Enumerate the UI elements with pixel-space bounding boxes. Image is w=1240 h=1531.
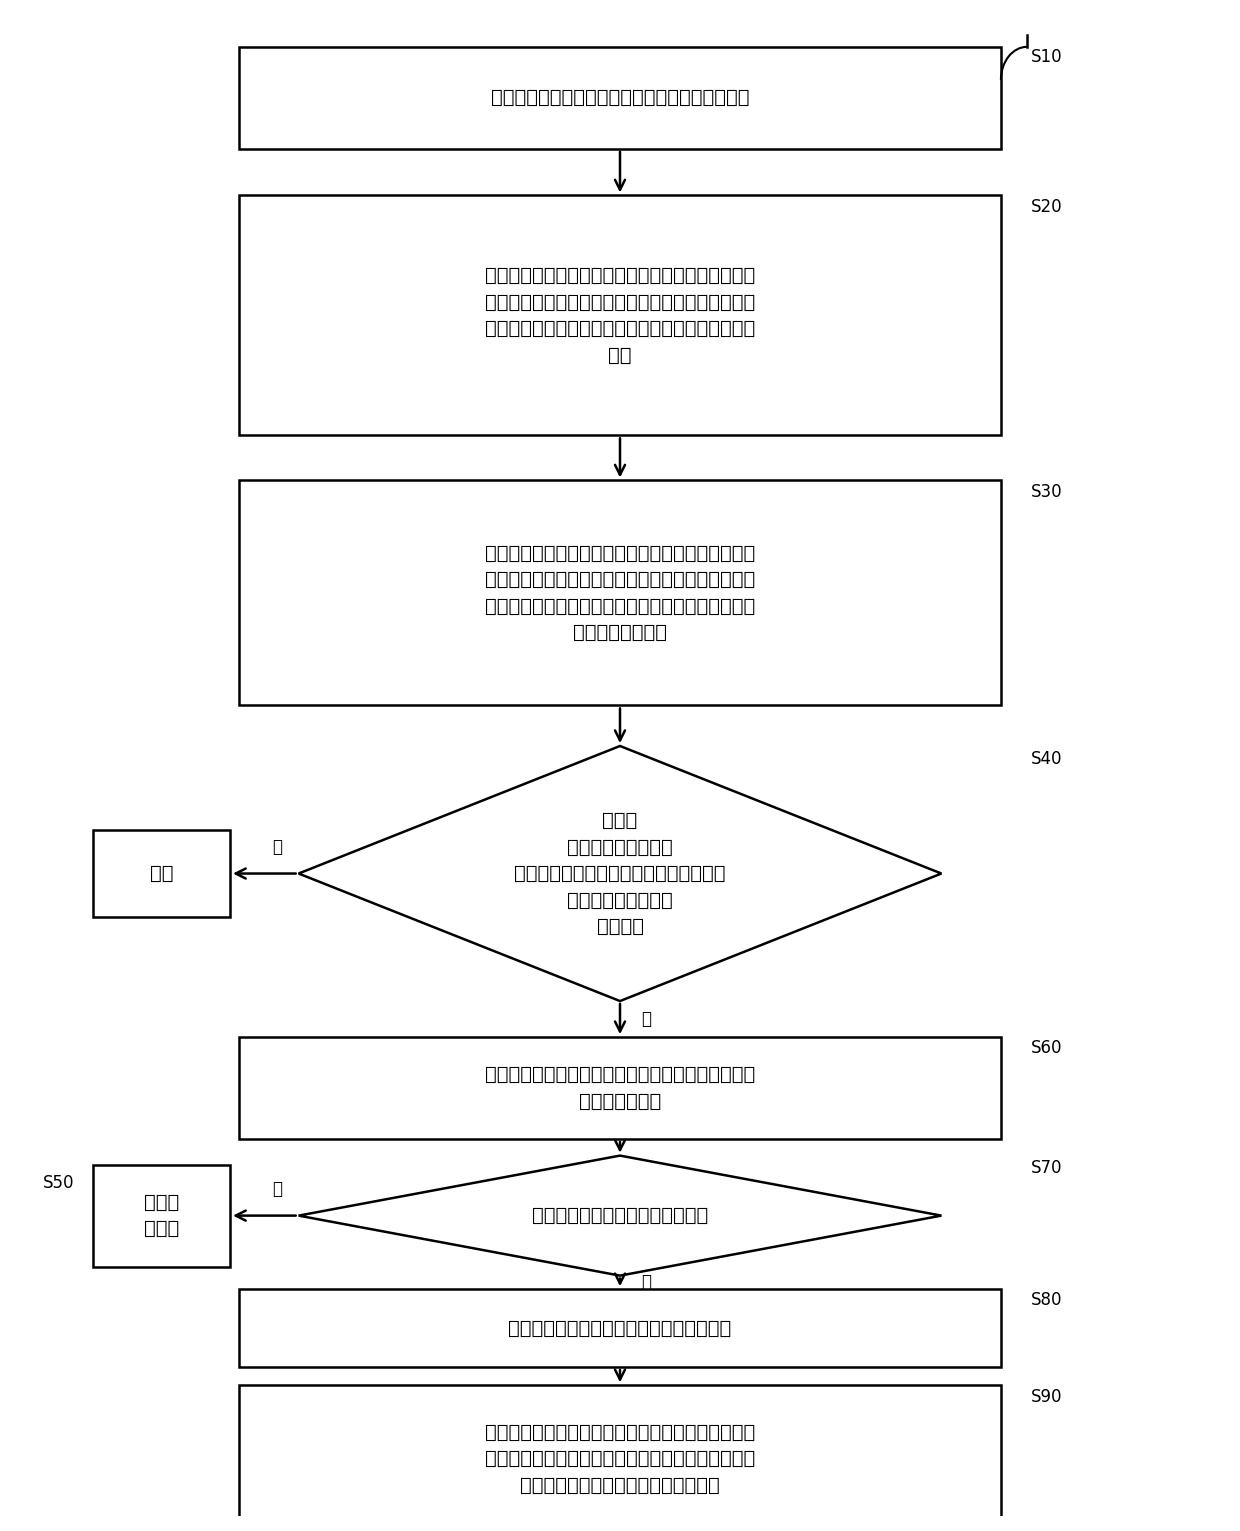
FancyBboxPatch shape (239, 1386, 1001, 1531)
FancyBboxPatch shape (93, 830, 231, 917)
Text: 当记录的次数为第二阈值时，控制空调器的室内风机
由当前设定的初始风速档位降低为预置风挡运行第四
预置时间后，再次恢复到初始风速档位: 当记录的次数为第二阈值时，控制空调器的室内风机 由当前设定的初始风速档位降低为预… (485, 1422, 755, 1494)
Text: 否: 否 (272, 837, 283, 856)
Text: 控制压缩机停机第三预置时间后，再次启动: 控制压缩机停机第三预置时间后，再次启动 (508, 1318, 732, 1338)
Text: 判断记录的次数是否小于第一阈值: 判断记录的次数是否小于第一阈值 (532, 1206, 708, 1225)
Text: 在空调器制冷或除湿运行时，判断压缩机是否启动: 在空调器制冷或除湿运行时，判断压缩机是否启动 (491, 89, 749, 107)
Text: S50: S50 (43, 1174, 74, 1191)
Text: 否: 否 (272, 1179, 283, 1197)
Text: 当第二
温差小于第二预设值
时，判断第一温差与第二温差之间的差值
的绝对值是否小于第
三预设值: 当第二 温差小于第二预设值 时，判断第一温差与第二温差之间的差值 的绝对值是否小… (515, 811, 725, 935)
Text: S40: S40 (1030, 750, 1063, 769)
Text: S20: S20 (1030, 199, 1063, 216)
FancyBboxPatch shape (239, 47, 1001, 149)
FancyBboxPatch shape (239, 196, 1001, 435)
Text: S30: S30 (1030, 484, 1063, 502)
Text: 结束: 结束 (150, 863, 174, 883)
Polygon shape (299, 746, 941, 1001)
FancyBboxPatch shape (239, 481, 1001, 706)
Text: 当第一温差小于第一预设值时，在压缩机持续运行第
二预置时间后，获取空调进风温度和室内换热器温度
，并计算空调进风温度与室内换热器温度之间的差值
，设定为第二温差: 当第一温差小于第一预设值时，在压缩机持续运行第 二预置时间后，获取空调进风温度和… (485, 544, 755, 641)
Text: 确定冷
媒故障: 确定冷 媒故障 (144, 1193, 180, 1239)
Text: 当压缩机启动时，在压缩机持续运行第一预置时间后
，获取空调进风温度和室内换热器温度，并计算空调
进风温度与室内换热器温度之间的差值，设定为第一
温差: 当压缩机启动时，在压缩机持续运行第一预置时间后 ，获取空调进风温度和室内换热器温… (485, 266, 755, 364)
FancyBboxPatch shape (239, 1289, 1001, 1367)
Text: S10: S10 (1030, 49, 1063, 66)
Text: S80: S80 (1030, 1291, 1063, 1309)
Text: S60: S60 (1030, 1038, 1063, 1056)
FancyBboxPatch shape (93, 1165, 231, 1266)
FancyBboxPatch shape (239, 1036, 1001, 1139)
Polygon shape (299, 1156, 941, 1275)
Text: 记录第一温差与第二温差之间的差值的绝对值小于第
三预设值的次数: 记录第一温差与第二温差之间的差值的绝对值小于第 三预设值的次数 (485, 1066, 755, 1112)
Text: 是: 是 (641, 1010, 651, 1027)
Text: S90: S90 (1030, 1389, 1063, 1405)
Text: 是: 是 (641, 1274, 651, 1291)
Text: S70: S70 (1030, 1159, 1063, 1177)
